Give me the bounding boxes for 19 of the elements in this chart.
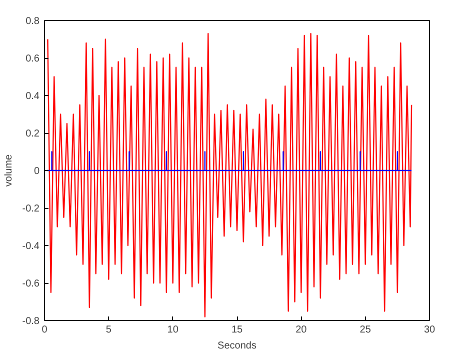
y-tick-label: 0.4 [26,91,40,102]
y-tick-label: -0.4 [22,241,40,252]
x-tick-label: 0 [42,324,48,336]
line-series [47,33,412,318]
x-tick-label: 10 [167,324,179,336]
y-tick-label: -0.6 [22,278,40,290]
y-tick-label: -0.8 [22,316,40,327]
x-tick-label: 20 [296,324,308,336]
x-tick-label: 5 [106,324,112,336]
y-tick-label: 0 [34,166,40,177]
y-tick-label: 0.8 [26,16,40,27]
y-tick-label: 0.6 [26,54,40,64]
x-axis-title: Seconds [218,340,256,352]
x-tick-label: 15 [231,324,243,336]
x-tick-label: 30 [424,324,436,336]
y-tick-label: 0.2 [26,128,40,140]
y-axis-title: volume [3,154,14,187]
y-tick-label: -0.2 [22,204,40,214]
x-tick-label: 25 [360,324,372,336]
